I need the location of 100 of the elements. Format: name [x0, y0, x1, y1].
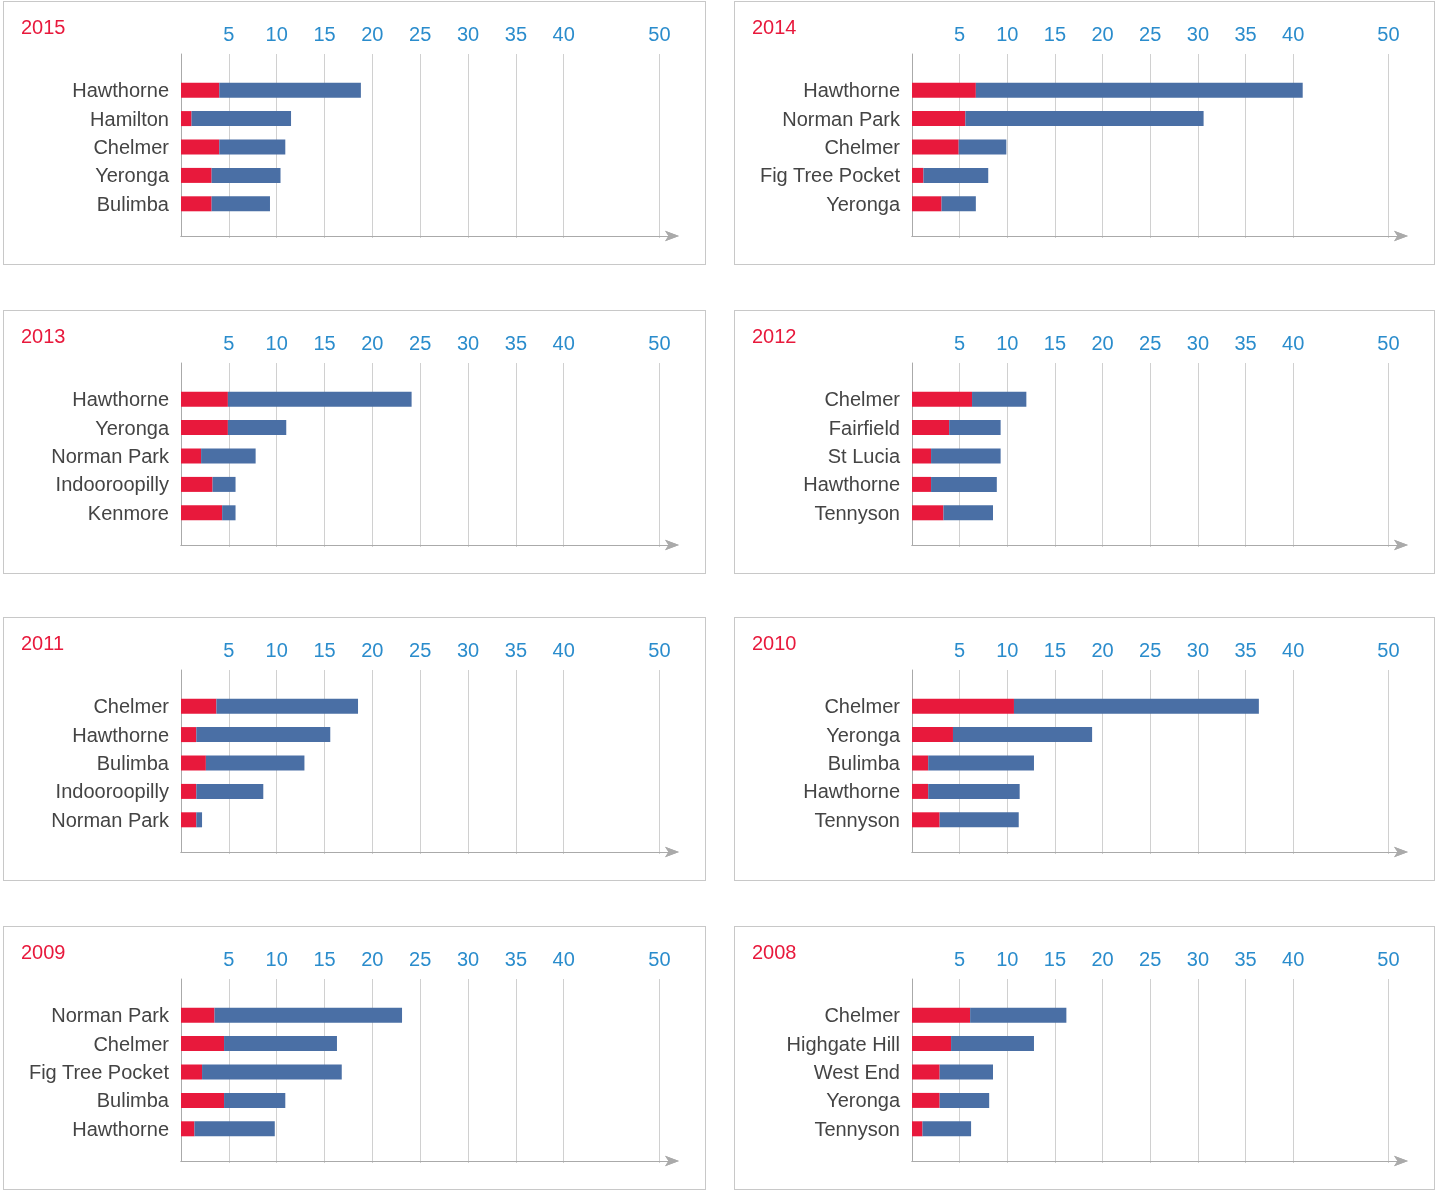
- x-tick-label: 25: [1139, 23, 1162, 45]
- x-tick-label: 40: [552, 332, 575, 354]
- y-tick-label: Indooroopilly: [55, 473, 169, 496]
- bar: [912, 111, 966, 127]
- bar: [181, 139, 220, 155]
- x-tick-label: 5: [954, 332, 966, 354]
- bar: [952, 727, 1093, 743]
- bar: [211, 167, 281, 183]
- x-tick-label: 50: [648, 639, 671, 661]
- y-tick-label: Tennyson: [814, 1117, 900, 1140]
- bar: [181, 1007, 215, 1023]
- x-tick-label: 30: [1186, 23, 1210, 45]
- bar: [181, 82, 220, 98]
- chart-title: 2011: [21, 632, 65, 654]
- bar: [912, 82, 976, 98]
- x-tick-label: 30: [456, 23, 480, 45]
- y-tick-label: Hawthorne: [803, 780, 900, 803]
- x-tick-label: 50: [648, 332, 671, 354]
- chart-title: 2010: [752, 632, 797, 654]
- bar: [191, 111, 292, 127]
- bar: [1013, 698, 1259, 714]
- y-tick-label: Hamilton: [90, 107, 169, 130]
- x-tick-label: 50: [1377, 639, 1400, 661]
- x-tick-label: 15: [1043, 639, 1067, 661]
- bar: [939, 1064, 993, 1080]
- x-tick-label: 15: [313, 23, 336, 45]
- y-tick-label: Yeronga: [826, 1089, 901, 1112]
- chart-title: 2009: [21, 941, 66, 963]
- bar: [970, 1007, 1067, 1023]
- x-tick-label: 20: [1091, 948, 1114, 970]
- y-tick-label: Hawthorne: [803, 79, 900, 102]
- bar: [181, 448, 202, 464]
- chart-title: 2015: [21, 16, 66, 38]
- chart-title: 2012: [752, 325, 797, 347]
- y-tick-label: West End: [813, 1061, 900, 1083]
- x-tick-label: 30: [456, 639, 480, 661]
- y-tick-label: Tennyson: [814, 501, 900, 524]
- x-tick-label: 40: [552, 948, 575, 970]
- bar: [912, 1007, 971, 1023]
- bar: [931, 476, 997, 492]
- bar: [181, 111, 192, 127]
- x-tick-label: 20: [361, 23, 384, 45]
- bar: [941, 196, 976, 212]
- y-tick-label: Tennyson: [814, 808, 900, 831]
- y-tick-label: Hawthorne: [803, 473, 900, 496]
- x-tick-label: 20: [1091, 639, 1114, 661]
- bar: [181, 698, 217, 714]
- bar: [181, 476, 213, 492]
- bar: [912, 391, 973, 407]
- y-tick-label: Hawthorne: [72, 388, 169, 411]
- bar: [181, 755, 206, 771]
- x-tick-label: 15: [313, 948, 336, 970]
- bar: [912, 167, 924, 183]
- x-tick-label: 25: [1139, 639, 1162, 661]
- bar: [211, 196, 270, 212]
- bar: [912, 448, 932, 464]
- bar: [912, 1121, 923, 1137]
- x-tick-label: 35: [504, 332, 528, 354]
- y-tick-label: Chelmer: [93, 1032, 170, 1055]
- x-tick-label: 50: [648, 23, 671, 45]
- bar: [922, 1121, 972, 1137]
- bar: [939, 812, 1019, 828]
- bar: [928, 755, 1034, 771]
- x-tick-label: 35: [1234, 639, 1257, 661]
- x-tick-label: 25: [409, 23, 432, 45]
- x-tick-label: 35: [504, 23, 528, 45]
- bar: [181, 391, 228, 407]
- x-tick-label: 15: [1043, 332, 1067, 354]
- bar: [912, 420, 950, 436]
- bar: [201, 448, 256, 464]
- x-tick-label: 15: [1043, 948, 1067, 970]
- y-tick-label: Chelmer: [93, 136, 170, 158]
- x-tick-label: 10: [265, 948, 288, 970]
- bar: [181, 1036, 225, 1052]
- x-tick-label: 50: [648, 948, 671, 970]
- bar: [912, 196, 942, 212]
- x-tick-label: 40: [552, 23, 575, 45]
- x-tick-label: 25: [409, 639, 432, 661]
- bar: [912, 727, 953, 743]
- bar: [939, 1092, 990, 1108]
- y-tick-label: Bulimba: [827, 752, 901, 774]
- bar: [912, 139, 959, 155]
- y-tick-label: Fig Tree Pocket: [28, 1061, 170, 1083]
- y-tick-label: Fairfield: [828, 416, 900, 439]
- y-tick-label: Hawthorne: [72, 723, 169, 746]
- x-tick-label: 20: [361, 948, 384, 970]
- bar: [194, 1121, 275, 1137]
- x-tick-label: 30: [1186, 639, 1210, 661]
- x-tick-label: 15: [313, 639, 336, 661]
- x-tick-label: 30: [456, 948, 480, 970]
- bar: [181, 196, 212, 212]
- y-tick-label: Norman Park: [51, 808, 170, 831]
- x-tick-label: 15: [313, 332, 336, 354]
- bar: [202, 1064, 342, 1080]
- y-tick-label: Yeronga: [95, 416, 170, 439]
- x-tick-label: 40: [1282, 948, 1305, 970]
- bar: [181, 1121, 195, 1137]
- bar: [205, 755, 305, 771]
- y-tick-label: Bulimba: [96, 752, 170, 774]
- bar: [181, 167, 212, 183]
